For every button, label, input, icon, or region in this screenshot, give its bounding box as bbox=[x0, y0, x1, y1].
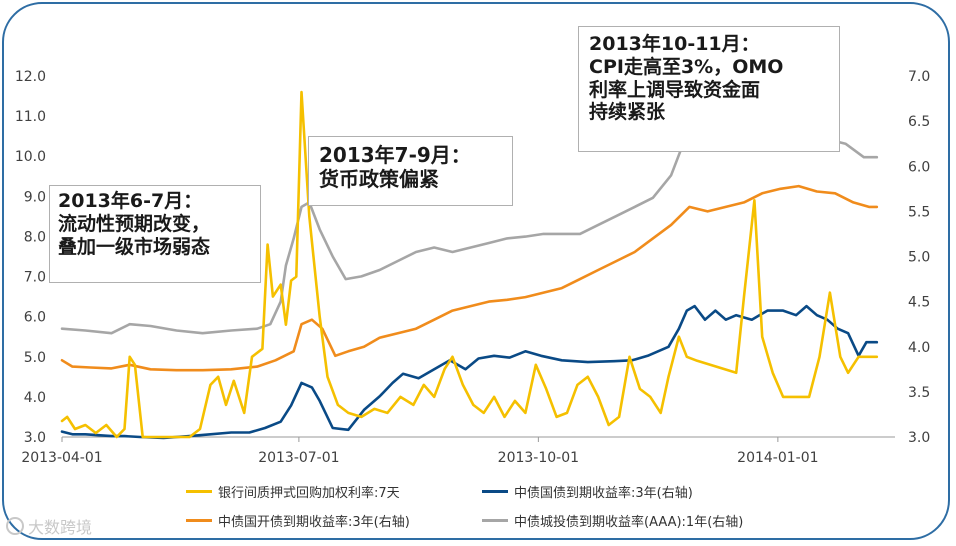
x-axis: 2013-04-01 2013-07-01 2013-10-01 2014-01-01 bbox=[21, 436, 895, 466]
legend-label: 中债国开债到期收益率:3年(右轴) bbox=[218, 515, 410, 530]
watermark: 大数跨境 bbox=[6, 514, 92, 538]
legend-label: 中债国债到期收益率:3年(右轴) bbox=[514, 486, 693, 501]
annotation-line: 流动性预期改变， bbox=[58, 212, 211, 235]
legend-label: 银行间质押式回购加权利率:7天 bbox=[218, 486, 400, 501]
y-left-tick-label: 9.0 bbox=[24, 189, 46, 205]
legend-swatch bbox=[482, 519, 508, 522]
y-left-tick-label: 5.0 bbox=[24, 350, 46, 366]
legend-swatch bbox=[482, 490, 508, 493]
annotation-line: CPI走高至3%，OMO bbox=[589, 55, 784, 78]
legend-swatch bbox=[186, 519, 212, 522]
legend-label: 中债城投债到期收益率(AAA):1年(右轴) bbox=[514, 515, 744, 530]
x-tick-label: 2013-10-01 bbox=[498, 450, 579, 466]
y-right-tick-label: 3.0 bbox=[908, 430, 930, 446]
x-tick-label: 2013-07-01 bbox=[258, 450, 339, 466]
x-tick-label: 2013-04-01 bbox=[21, 450, 102, 466]
left-axis: 3.0 4.0 5.0 6.0 7.0 8.0 9.0 10.0 11.0 12.0 bbox=[15, 69, 46, 446]
legend-swatch bbox=[186, 490, 212, 493]
watermark-logo-icon bbox=[6, 517, 24, 535]
annotation-line: 2013年7-9月： bbox=[319, 143, 471, 167]
y-right-tick-label: 5.0 bbox=[908, 250, 930, 266]
y-left-tick-label: 12.0 bbox=[15, 69, 46, 85]
annotation-oct-nov: 2013年10-11月： CPI走高至3%，OMO 利率上调导致资金面 持续紧张 bbox=[578, 26, 840, 152]
chart-frame bbox=[2, 2, 950, 540]
annotation-line: 持续紧张 bbox=[589, 101, 666, 124]
annotation-jun-jul: 2013年6-7月： 流动性预期改变， 叠加一级市场弱态 bbox=[49, 185, 261, 283]
y-right-tick-label: 3.5 bbox=[908, 385, 930, 401]
series-line-1 bbox=[60, 304, 879, 440]
legend-item-repo-7d: 银行间质押式回购加权利率:7天 bbox=[186, 482, 400, 501]
annotation-line: 利率上调导致资金面 bbox=[589, 78, 761, 101]
legend-item-treasury-3y: 中债国债到期收益率:3年(右轴) bbox=[482, 482, 693, 501]
right-axis: 3.0 3.5 4.0 4.5 5.0 5.5 6.0 6.5 7.0 bbox=[908, 69, 930, 446]
y-left-tick-label: 8.0 bbox=[24, 229, 46, 245]
y-left-tick-label: 10.0 bbox=[15, 149, 46, 165]
y-left-tick-label: 6.0 bbox=[24, 310, 46, 326]
y-right-tick-label: 6.0 bbox=[908, 159, 930, 175]
legend-item-lgfv-1y: 中债城投债到期收益率(AAA):1年(右轴) bbox=[482, 511, 743, 530]
legend-item-cdb-3y: 中债国开债到期收益率:3年(右轴) bbox=[186, 511, 410, 530]
series-line-2 bbox=[60, 184, 879, 372]
y-right-tick-label: 4.0 bbox=[908, 340, 930, 356]
annotation-line: 货币政策偏紧 bbox=[319, 167, 439, 191]
y-left-tick-label: 3.0 bbox=[24, 430, 46, 446]
y-left-tick-label: 4.0 bbox=[24, 390, 46, 406]
annotation-jul-sep: 2013年7-9月： 货币政策偏紧 bbox=[308, 136, 513, 206]
series-line-0 bbox=[60, 90, 879, 439]
y-right-tick-label: 6.5 bbox=[908, 114, 930, 130]
y-left-tick-label: 7.0 bbox=[24, 270, 46, 286]
x-tick-label: 2014-01-01 bbox=[737, 450, 818, 466]
annotation-line: 叠加一级市场弱态 bbox=[58, 235, 211, 258]
y-right-tick-label: 5.5 bbox=[908, 204, 930, 220]
y-left-tick-label: 11.0 bbox=[15, 109, 46, 125]
y-right-tick-label: 4.5 bbox=[908, 295, 930, 311]
watermark-text: 大数跨境 bbox=[28, 518, 93, 537]
y-right-tick-label: 7.0 bbox=[908, 69, 930, 85]
annotation-line: 2013年6-7月： bbox=[58, 190, 203, 212]
annotation-line: 2013年10-11月： bbox=[589, 33, 760, 55]
